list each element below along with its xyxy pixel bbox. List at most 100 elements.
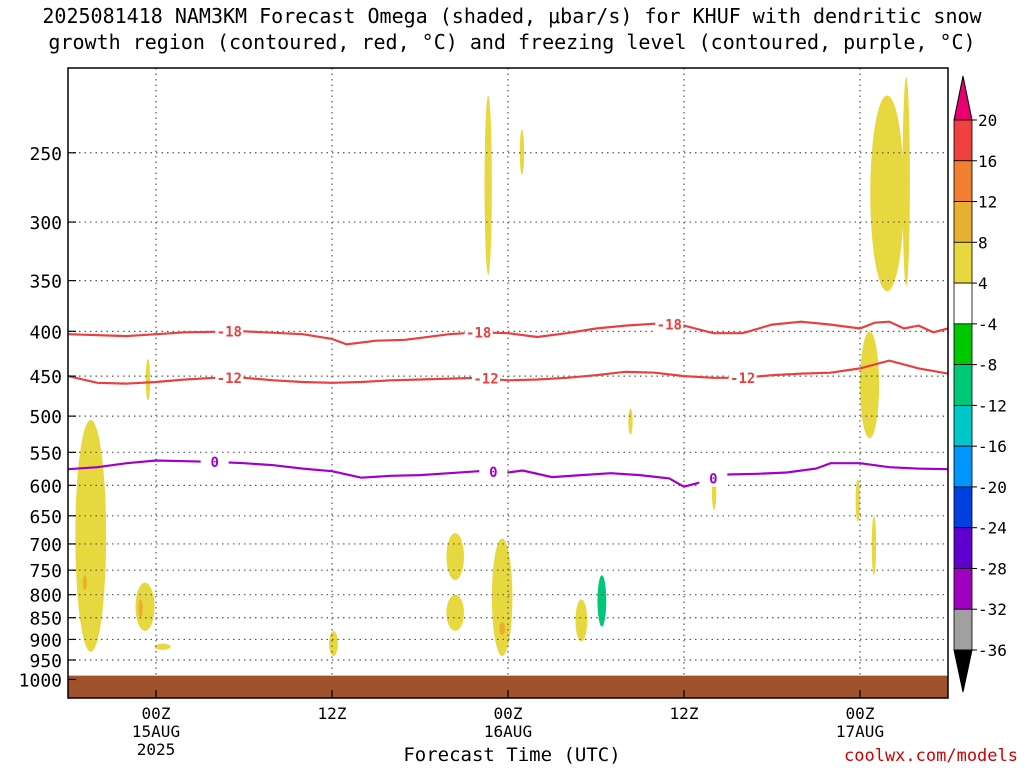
y-tick-label: 1000	[19, 670, 62, 691]
omega-region	[117, 617, 134, 664]
contour-label: -12	[730, 371, 755, 387]
contour-label: -12	[217, 371, 242, 387]
contour-label-background	[215, 369, 244, 386]
colorbar-band	[953, 241, 973, 284]
y-tick-label: 750	[29, 561, 62, 582]
colorbar-label: -36	[978, 641, 1007, 660]
omega-region	[871, 515, 877, 576]
colorbar-label: -32	[978, 600, 1007, 619]
contour-label: 0	[709, 472, 717, 488]
x-tick-date-label: 2025	[137, 740, 176, 759]
y-tick-label: 250	[29, 144, 62, 165]
contour-label-background	[464, 324, 493, 341]
colorbar-top-arrow	[953, 75, 973, 121]
colorbar-band	[953, 160, 973, 202]
y-tick-label: 900	[29, 630, 62, 651]
colorbar-band	[953, 364, 973, 406]
colorbar-band	[953, 486, 973, 529]
colorbar-band	[953, 527, 973, 569]
contour-layer: -18 -18 -18 -12 -12 -12 0 0 0	[67, 316, 949, 488]
omega-region	[484, 95, 492, 276]
omega-region	[138, 599, 143, 618]
x-tick-label: 00Z	[142, 704, 171, 723]
x-tick-label: 12Z	[670, 704, 699, 723]
contour-label-background	[699, 470, 728, 487]
colorbar-band	[953, 282, 973, 325]
y-tick-label: 500	[29, 407, 62, 428]
y-tick-label: 450	[29, 367, 62, 388]
contour-label: -18	[657, 318, 682, 334]
colorbar-label: -4	[978, 315, 997, 334]
colorbar-bottom-arrow	[953, 649, 973, 693]
y-tick-label: 550	[29, 443, 62, 464]
axes-layer: 2503003504004505005506006507007508008509…	[19, 67, 949, 759]
ground-layer	[68, 675, 948, 698]
y-tick-label: 600	[29, 476, 62, 497]
contour-label-background	[215, 323, 244, 340]
y-tick-label: 950	[29, 651, 62, 672]
omega-region	[414, 626, 422, 648]
y-tick-label: 800	[29, 586, 62, 607]
contour-label-background	[200, 453, 229, 470]
colorbar-label: -16	[978, 437, 1007, 456]
colorbar-band	[953, 568, 973, 610]
omega-region	[75, 419, 107, 652]
x-tick-label: 12Z	[318, 704, 347, 723]
omega-region	[729, 589, 756, 618]
x-tick-date-label: 16AUG	[484, 722, 532, 741]
colorbar-band	[953, 445, 973, 488]
grid-layer	[68, 68, 948, 676]
chart-title-line-2: growth region (contoured, red, °C) and f…	[48, 30, 976, 54]
x-tick-date-label: 17AUG	[836, 722, 884, 741]
contour-label: -12	[473, 371, 498, 387]
colorbar-label: 12	[978, 193, 997, 212]
omega-region	[329, 630, 338, 656]
omega-region	[860, 331, 880, 439]
omega-region	[902, 77, 910, 287]
contour-label: 0	[210, 455, 218, 471]
omega-region	[145, 358, 151, 401]
omega-region	[914, 400, 922, 439]
colorbar-band	[953, 119, 973, 162]
colorbar-label: 16	[978, 152, 997, 171]
x-tick-date-label: 15AUG	[132, 722, 180, 741]
colorbar-label: 4	[978, 274, 988, 293]
omega-region	[628, 408, 633, 435]
omega-region	[491, 538, 513, 656]
y-tick-label: 350	[29, 272, 62, 293]
omega-region	[855, 479, 860, 522]
omega-region	[575, 599, 588, 642]
omega-region	[518, 448, 523, 480]
contour-line	[67, 359, 949, 385]
colorbar-label: -12	[978, 396, 1007, 415]
contour-label: -18	[217, 325, 242, 341]
omega-region	[898, 367, 909, 409]
omega-region	[870, 95, 905, 292]
colorbar-band	[953, 404, 973, 447]
omega-shading-layer	[75, 77, 922, 664]
omega-region	[499, 622, 506, 636]
colorbar-label: -8	[978, 356, 997, 375]
y-tick-label: 400	[29, 322, 62, 343]
colorbar-label: -28	[978, 559, 1007, 578]
x-axis-label: Forecast Time (UTC)	[403, 744, 621, 766]
omega-region	[82, 575, 88, 590]
colorbar-band	[953, 201, 973, 243]
colorbar-label: -20	[978, 478, 1007, 497]
omega-region	[597, 575, 607, 627]
omega-region	[446, 532, 465, 581]
contour-label-background	[655, 316, 684, 333]
contour-label-background	[479, 463, 508, 480]
ground-fill	[68, 675, 948, 698]
contour-label-background	[472, 370, 500, 387]
contour-label: -18	[466, 325, 491, 341]
y-tick-label: 300	[29, 213, 62, 234]
colorbar-label: -24	[978, 519, 1007, 538]
y-tick-label: 650	[29, 507, 62, 528]
omega-region	[679, 604, 756, 656]
omega-region	[446, 594, 465, 631]
y-tick-label: 850	[29, 609, 62, 630]
y-tick-label: 700	[29, 535, 62, 556]
colorbar-label: 8	[978, 233, 988, 252]
